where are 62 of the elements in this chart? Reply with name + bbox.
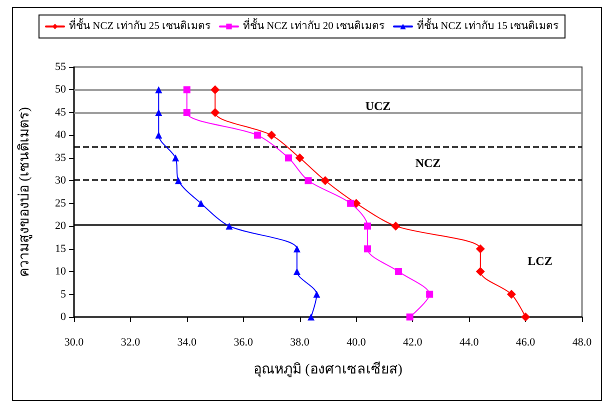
x-tick-label: 48.0	[572, 336, 592, 348]
legend-label: ที่ชั้น NCZ เท่ากับ 20 เซนติเมตร	[243, 18, 385, 32]
x-tick-label: 40.0	[346, 336, 366, 348]
point	[295, 153, 304, 162]
point	[183, 86, 190, 94]
point	[304, 177, 312, 184]
y-tick-label: 30	[55, 174, 66, 187]
y-tick-label: 55	[55, 61, 66, 73]
point	[155, 86, 162, 94]
point	[284, 154, 292, 162]
point	[198, 200, 204, 207]
y-tick-label: 0	[60, 311, 66, 323]
x-tick-label: 44.0	[459, 336, 480, 348]
x-tick-label: 34.0	[177, 336, 198, 348]
annotation: NCZ	[415, 156, 441, 170]
point	[364, 245, 372, 252]
point	[395, 268, 402, 276]
annotation: UCZ	[365, 99, 391, 113]
x-axis-title: อุณหภูมิ (องศาเซลเซียส)	[254, 362, 403, 378]
point	[406, 314, 414, 320]
y-tick-label: 35	[55, 152, 66, 164]
point	[308, 314, 315, 320]
point	[210, 85, 220, 94]
point	[313, 290, 320, 298]
legend-label: ที่ชั้น NCZ เท่ากับ 25 เซนติเมตร	[69, 18, 211, 32]
y-tick-label: 20	[55, 220, 66, 232]
point	[226, 222, 233, 230]
point	[476, 244, 485, 254]
point	[347, 200, 354, 207]
point	[391, 222, 400, 231]
point	[476, 267, 485, 276]
y-tick-label: 50	[55, 84, 66, 96]
point	[172, 154, 180, 162]
y-axis-title: ความสูงของบ่อ (เซนติเมตร)	[18, 106, 32, 277]
x-tick-label: 42.0	[403, 336, 423, 348]
x-tick-label: 30.0	[64, 336, 84, 348]
y-tick-label: 25	[55, 197, 66, 210]
point	[174, 177, 182, 184]
x-tick-label: 46.0	[516, 336, 536, 348]
point	[155, 132, 162, 139]
y-tick-label: 40	[55, 129, 66, 142]
x-tick-label: 32.0	[120, 336, 141, 348]
annotation: LCZ	[528, 254, 552, 268]
y-tick-label: 15	[55, 242, 66, 255]
point	[183, 108, 190, 116]
point	[320, 176, 330, 186]
point	[254, 132, 261, 139]
x-tick-label: 38.0	[290, 336, 310, 348]
point	[506, 290, 516, 299]
point	[210, 108, 220, 117]
y-tick-label: 45	[55, 106, 66, 118]
point	[426, 290, 434, 298]
legend-label: ที่ชั้น NCZ เท่ากับ 15 เซนติเมตร	[417, 18, 559, 32]
point	[267, 130, 276, 140]
x-tick-label: 36.0	[234, 336, 254, 348]
point	[293, 245, 300, 252]
point	[293, 268, 300, 276]
y-tick-label: 10	[55, 266, 66, 278]
point	[364, 222, 372, 230]
point	[155, 108, 162, 116]
point	[521, 312, 530, 322]
y-tick-label: 5	[60, 288, 66, 300]
